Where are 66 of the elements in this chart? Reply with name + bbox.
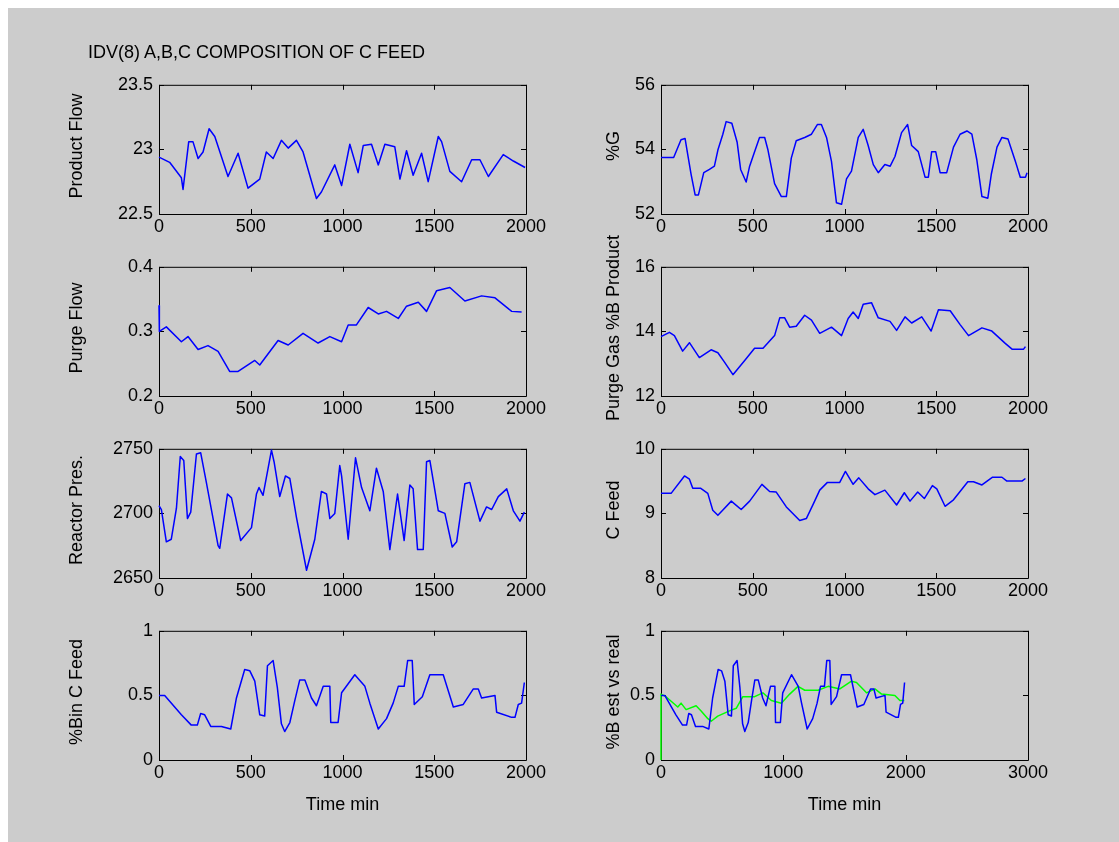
x-tick-label: 2000	[1007, 397, 1049, 418]
y-tick-label: 10	[634, 437, 655, 458]
y-axis-title: Product Flow	[65, 93, 87, 199]
x-axis-title: Time min	[807, 794, 882, 815]
x-tick-label: 500	[235, 397, 266, 418]
x-tick-label: 1000	[322, 579, 363, 600]
x-tick-label: 1500	[916, 215, 957, 236]
x-tick-label: 1000	[763, 761, 804, 782]
x-tick-label: 1500	[414, 579, 455, 600]
x-axis-title: Time min	[305, 794, 380, 815]
y-tick-label: 9	[644, 502, 655, 523]
x-tick-label: 1500	[414, 397, 455, 418]
y-axis-title: Purge Gas %B Product	[602, 234, 624, 422]
y-tick-label: 0	[644, 748, 655, 769]
y-tick-label: 0.5	[629, 684, 655, 705]
x-tick-label: 500	[235, 579, 266, 600]
y-tick-label: 23.5	[117, 73, 153, 94]
y-tick-label: 0.2	[127, 384, 153, 405]
x-tick-label: 3000	[1007, 761, 1049, 782]
y-tick-label: 1	[644, 619, 655, 640]
x-tick-label: 1500	[414, 761, 455, 782]
x-tick-label: 2000	[505, 397, 547, 418]
x-tick-label: 1000	[322, 215, 363, 236]
x-tick-label: 2000	[1007, 215, 1049, 236]
chart-title: IDV(8) A,B,C COMPOSITION OF C FEED	[88, 42, 426, 63]
x-tick-label: 2000	[885, 761, 926, 782]
x-tick-label: 500	[737, 397, 768, 418]
y-tick-label: 14	[634, 320, 655, 341]
y-tick-label: 2650	[112, 566, 153, 587]
x-tick-label: 2000	[505, 761, 547, 782]
x-tick-label: 1000	[824, 397, 865, 418]
x-tick-label: 1500	[916, 579, 957, 600]
y-tick-label: 8	[644, 566, 655, 587]
y-axis-title: %B est vs real	[602, 634, 624, 750]
x-tick-label: 1000	[824, 215, 865, 236]
y-axis-title: Reactor Pres.	[65, 454, 87, 566]
x-tick-label: 1500	[414, 215, 455, 236]
y-tick-label: 56	[634, 73, 655, 94]
y-tick-label: 0.5	[127, 684, 153, 705]
y-axis-title: %G	[602, 130, 624, 162]
y-tick-label: 12	[634, 384, 655, 405]
y-tick-label: 2750	[112, 437, 153, 458]
y-tick-label: 52	[634, 202, 655, 223]
x-tick-label: 500	[737, 215, 768, 236]
x-tick-label: 2000	[1007, 579, 1049, 600]
y-tick-label: 16	[634, 255, 655, 276]
y-tick-label: 23	[132, 138, 153, 159]
x-tick-label: 2000	[505, 215, 547, 236]
x-tick-label: 500	[737, 579, 768, 600]
y-tick-label: 0.3	[127, 320, 153, 341]
x-tick-label: 1500	[916, 397, 957, 418]
y-axis-title: %Bin C Feed	[65, 638, 87, 746]
x-tick-label: 500	[235, 761, 266, 782]
y-tick-label: 2700	[112, 502, 153, 523]
x-tick-label: 500	[235, 215, 266, 236]
y-axis-title: C Feed	[602, 480, 624, 540]
x-tick-label: 2000	[505, 579, 547, 600]
y-tick-label: 22.5	[117, 202, 153, 223]
x-tick-label: 1000	[322, 397, 363, 418]
y-tick-label: 0.4	[127, 255, 153, 276]
x-tick-label: 1000	[322, 761, 363, 782]
y-tick-label: 1	[142, 619, 153, 640]
y-axis-title: Purge Flow	[65, 282, 87, 374]
y-tick-label: 54	[634, 138, 655, 159]
y-tick-label: 0	[142, 748, 153, 769]
x-tick-label: 1000	[824, 579, 865, 600]
